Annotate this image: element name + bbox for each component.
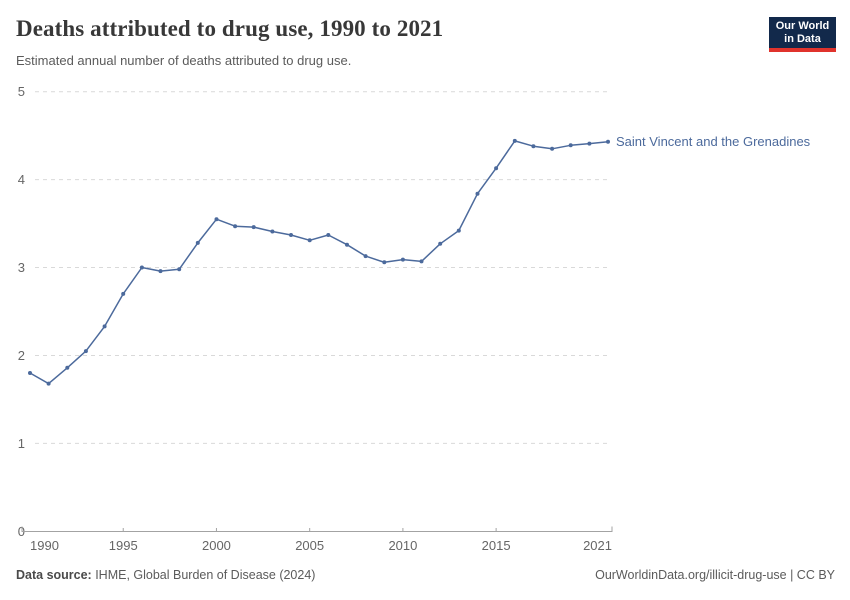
- x-axis-tick-label: 1990: [30, 538, 59, 553]
- license-credit-link[interactable]: OurWorldinData.org/illicit-drug-use | CC…: [595, 568, 835, 582]
- data-point-2003[interactable]: [270, 229, 275, 234]
- data-point-2021[interactable]: [606, 139, 610, 144]
- data-point-2009[interactable]: [382, 260, 387, 265]
- chart-subtitle: Estimated annual number of deaths attrib…: [16, 53, 352, 68]
- data-source-label: Data source:: [16, 568, 92, 582]
- data-point-1994[interactable]: [102, 324, 107, 329]
- data-line[interactable]: [29, 140, 609, 385]
- data-point-2002[interactable]: [251, 225, 256, 230]
- y-axis-tick-label: 2: [18, 348, 25, 363]
- y-axis-tick-label: 3: [18, 260, 25, 275]
- data-point-1993[interactable]: [83, 349, 88, 354]
- data-point-2004[interactable]: [289, 233, 293, 237]
- data-point-1990[interactable]: [28, 371, 32, 375]
- data-point-1995[interactable]: [121, 291, 126, 296]
- owid-logo-line1: Our World: [775, 20, 830, 32]
- data-point-1998[interactable]: [177, 267, 182, 272]
- data-point-2018[interactable]: [550, 146, 555, 151]
- data-point-2010[interactable]: [400, 257, 405, 262]
- x-axis-tick-label: 1995: [109, 538, 138, 553]
- y-axis-tick-label: 4: [18, 172, 25, 187]
- y-axis-tick-label: 5: [18, 84, 25, 99]
- data-point-1997[interactable]: [158, 269, 163, 274]
- x-axis-tick-label: 2021: [583, 538, 612, 553]
- data-point-2017[interactable]: [531, 144, 536, 149]
- data-point-2000[interactable]: [214, 217, 219, 222]
- data-source-value: IHME, Global Burden of Disease (2024): [91, 568, 316, 582]
- data-point-2011[interactable]: [419, 259, 424, 264]
- x-axis-line: [21, 526, 613, 532]
- data-point-1999[interactable]: [195, 240, 200, 245]
- data-point-2001[interactable]: [233, 224, 238, 229]
- x-axis-tick-label: 2015: [482, 538, 511, 553]
- data-point-1996[interactable]: [139, 265, 144, 270]
- data-point-2016[interactable]: [512, 138, 517, 143]
- x-axis-tick-label: 2005: [295, 538, 324, 553]
- data-point-1991[interactable]: [46, 381, 51, 386]
- owid-logo[interactable]: Our World in Data: [769, 17, 836, 52]
- data-point-2013[interactable]: [456, 228, 461, 233]
- data-point-2020[interactable]: [587, 141, 592, 146]
- y-axis-tick-label: 1: [18, 436, 25, 451]
- y-axis-tick-label: 0: [18, 524, 25, 539]
- data-point-2006[interactable]: [326, 233, 331, 237]
- x-axis-tick-label: 2010: [388, 538, 417, 553]
- chart-title: Deaths attributed to drug use, 1990 to 2…: [16, 16, 444, 41]
- data-point-2015[interactable]: [494, 166, 499, 171]
- data-point-2005[interactable]: [307, 238, 312, 243]
- data-point-2019[interactable]: [568, 143, 573, 148]
- series-entity-label[interactable]: Saint Vincent and the Grenadines: [616, 133, 811, 149]
- data-point-1992[interactable]: [65, 365, 70, 370]
- data-source-note: Data source: IHME, Global Burden of Dise…: [16, 568, 315, 582]
- data-point-2008[interactable]: [363, 254, 368, 259]
- data-point-2012[interactable]: [438, 241, 443, 246]
- x-axis-tick-label: 2000: [202, 538, 231, 553]
- owid-logo-line2: in Data: [784, 33, 821, 45]
- data-point-2007[interactable]: [345, 242, 349, 247]
- data-point-2014[interactable]: [475, 191, 480, 196]
- chart-footer: Data source: IHME, Global Burden of Dise…: [16, 568, 835, 582]
